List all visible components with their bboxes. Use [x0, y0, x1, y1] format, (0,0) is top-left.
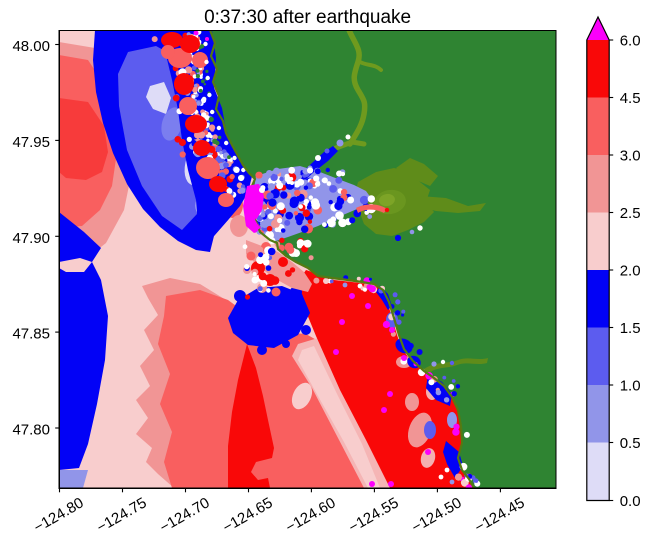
svg-text:1.5: 1.5: [620, 320, 641, 337]
svg-text:6.0: 6.0: [620, 33, 641, 50]
svg-text:47.90: 47.90: [12, 230, 50, 247]
svg-text:0.5: 0.5: [620, 435, 641, 452]
svg-text:47.95: 47.95: [12, 134, 50, 151]
svg-text:0:37:30 after earthquake: 0:37:30 after earthquake: [204, 7, 411, 28]
svg-text:1.0: 1.0: [620, 378, 641, 395]
svg-text:2.5: 2.5: [620, 205, 641, 222]
svg-text:47.80: 47.80: [12, 422, 50, 439]
svg-text:47.85: 47.85: [12, 326, 50, 343]
svg-text:0.0: 0.0: [620, 493, 641, 510]
svg-text:48.00: 48.00: [12, 38, 50, 55]
svg-text:2.0: 2.0: [620, 263, 641, 280]
svg-text:4.5: 4.5: [620, 90, 641, 107]
svg-text:3.0: 3.0: [620, 148, 641, 165]
